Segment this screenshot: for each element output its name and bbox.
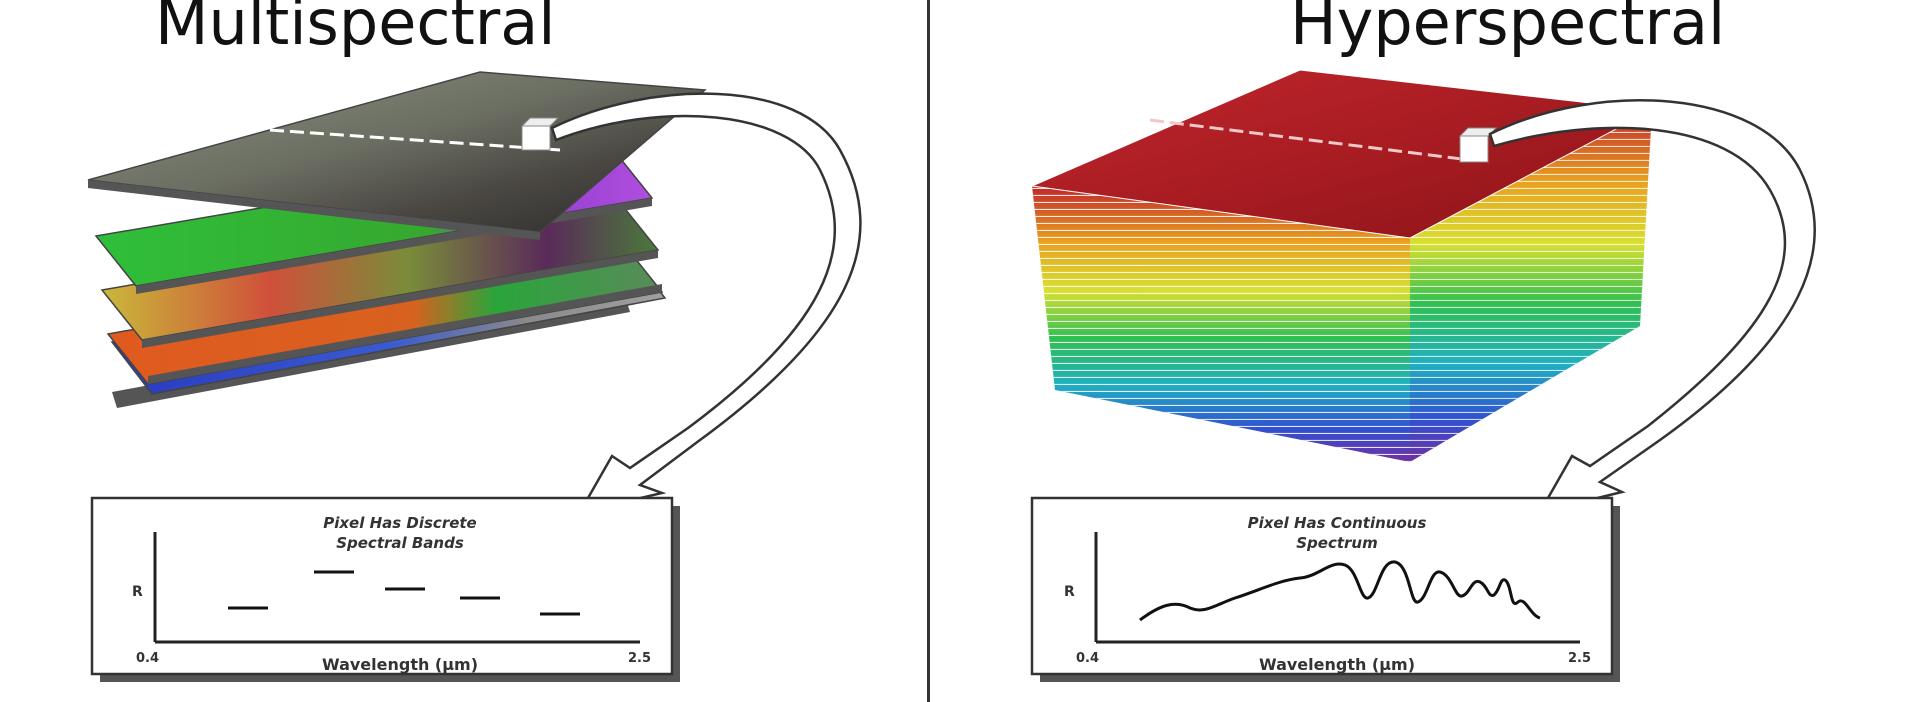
left-graph-title-1: Pixel Has Discrete [323, 514, 477, 532]
continuous-spectrum-graph: Pixel Has Continuous Spectrum R 0.4 2.5 … [1030, 496, 1620, 682]
center-divider [927, 0, 930, 702]
hyperspectral-arrow [1488, 99, 1816, 514]
right-graph-title-1: Pixel Has Continuous [1248, 514, 1427, 532]
hyperspectral-cube [1030, 69, 1654, 462]
left-y-label: R [132, 584, 143, 600]
left-x-label: Wavelength (μm) [322, 655, 478, 674]
spectrum-curve [1139, 560, 1541, 622]
left-x-min: 0.4 [136, 651, 159, 666]
right-x-label: Wavelength (μm) [1259, 655, 1415, 674]
left-x-max: 2.5 [628, 651, 651, 666]
left-graph-title-2: Spectral Bands [336, 534, 464, 552]
multispectral-title: Multispectral [155, 0, 556, 59]
multispectral-layer-stack [87, 71, 707, 408]
right-y-label: R [1064, 584, 1075, 600]
right-x-min: 0.4 [1076, 651, 1099, 666]
discrete-bands-graph: Pixel Has Discrete Spectral Bands R 0.4 … [90, 496, 680, 682]
right-graph-title-2: Spectrum [1296, 534, 1377, 552]
hyperspectral-title: Hyperspectral [1290, 0, 1726, 59]
right-x-max: 2.5 [1568, 651, 1591, 666]
